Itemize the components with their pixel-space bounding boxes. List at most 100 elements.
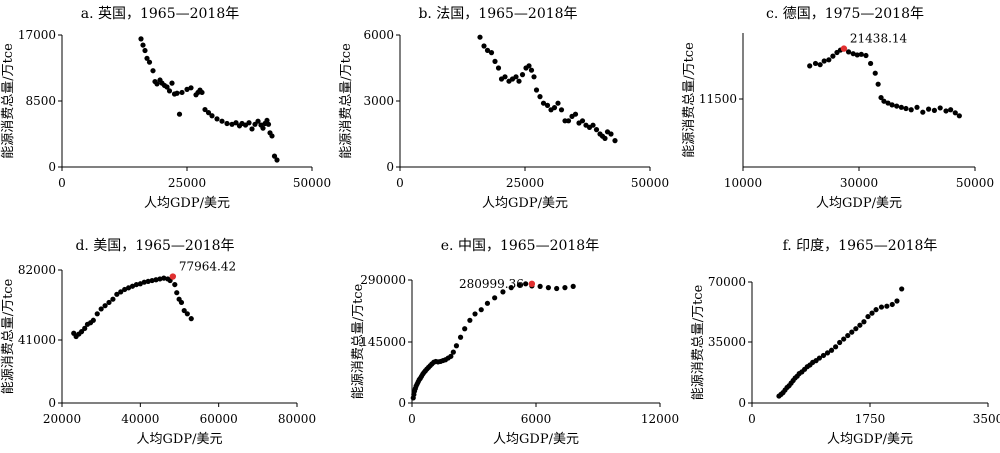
x-tick-label: 80000 (278, 412, 316, 426)
data-point (164, 84, 170, 90)
data-point (926, 106, 932, 112)
data-point (448, 353, 454, 359)
data-point (502, 74, 508, 80)
data-point (98, 306, 104, 312)
data-point (898, 104, 904, 110)
data-point (478, 307, 484, 313)
data-point (106, 299, 112, 306)
data-point (861, 319, 867, 325)
data-point (528, 67, 535, 73)
data-point (129, 283, 136, 289)
data-point (845, 332, 851, 339)
data-point (908, 107, 914, 113)
data-point (519, 72, 526, 78)
data-point (174, 90, 180, 96)
data-point (161, 275, 167, 281)
data-point (184, 311, 190, 317)
data-point (477, 34, 483, 40)
data-point (869, 310, 875, 316)
data-point (593, 127, 600, 133)
data-point (889, 102, 895, 108)
chart-title: a. 英国，1965—2018年 (81, 5, 240, 22)
x-axis-label: 人均GDP/美元 (493, 432, 579, 447)
data-point (488, 50, 495, 56)
x-tick-label: 10000 (724, 176, 762, 190)
x-tick-label: 30000 (840, 176, 878, 190)
data-point (146, 59, 153, 65)
data-point (608, 131, 614, 137)
data-point (884, 303, 890, 309)
data-point (82, 325, 88, 331)
data-point (894, 103, 900, 109)
data-point (816, 355, 823, 361)
data-point (169, 80, 175, 86)
data-point (833, 344, 839, 350)
y-axis-label: 能源消费总量/万tce (1, 278, 16, 394)
data-point (551, 105, 558, 111)
data-point (952, 110, 958, 116)
data-point (246, 120, 252, 126)
y-tick-label: 290000 (360, 273, 406, 287)
data-point (533, 87, 540, 93)
data-point (850, 51, 856, 57)
data-point (830, 53, 836, 59)
x-tick-label: 3500 (973, 412, 1000, 426)
data-point (885, 100, 891, 106)
data-point (849, 329, 855, 335)
data-point (184, 86, 190, 92)
data-point (495, 65, 502, 71)
data-point (513, 74, 519, 80)
data-point (858, 51, 864, 57)
peak-point (528, 280, 536, 288)
y-tick-label: 82000 (18, 263, 56, 277)
data-point (572, 111, 579, 117)
y-axis-label: 能源消费总量/万tce (339, 43, 354, 159)
data-point (894, 298, 900, 304)
data-point (853, 326, 859, 332)
data-point (828, 347, 835, 353)
y-axis-label: 能源消费总量/万tce (1, 43, 16, 159)
y-tick-label: 70000 (708, 275, 746, 289)
data-point (590, 122, 596, 128)
x-tick-label: 60000 (200, 412, 238, 426)
data-point (540, 100, 547, 106)
data-point (153, 277, 159, 283)
x-tick-label: 0 (58, 176, 66, 190)
data-point (484, 47, 491, 54)
data-point (122, 286, 128, 293)
peak-label: 21438.14 (850, 32, 908, 46)
data-point (875, 81, 881, 87)
data-point (807, 63, 813, 69)
x-tick-label: 25000 (506, 176, 544, 190)
data-point (467, 317, 473, 323)
data-point (937, 105, 943, 111)
y-tick-label: 0 (48, 160, 56, 174)
data-point (199, 89, 205, 96)
data-point (179, 89, 185, 96)
data-point (931, 107, 938, 113)
data-point (149, 277, 155, 284)
data-point (558, 107, 565, 113)
data-point (224, 120, 230, 127)
data-point (920, 109, 926, 115)
x-tick-label: 50000 (631, 176, 669, 190)
data-point (812, 60, 819, 67)
y-tick-label: 35000 (708, 335, 746, 349)
x-tick-label: 0 (408, 412, 416, 426)
x-tick-label: 50000 (293, 176, 331, 190)
peak-point (840, 45, 848, 52)
data-point (457, 334, 464, 340)
chart-title: b. 法国，1965—2018年 (418, 6, 577, 22)
data-point (229, 121, 235, 127)
data-point (516, 78, 522, 84)
data-point (154, 81, 160, 87)
data-point (857, 322, 863, 328)
data-point (865, 313, 871, 320)
data-point (78, 329, 85, 335)
data-point (508, 285, 514, 291)
data-point (140, 42, 146, 48)
data-point (202, 106, 208, 113)
x-axis-label: 人均GDP/美元 (144, 196, 230, 211)
data-point (188, 85, 194, 91)
